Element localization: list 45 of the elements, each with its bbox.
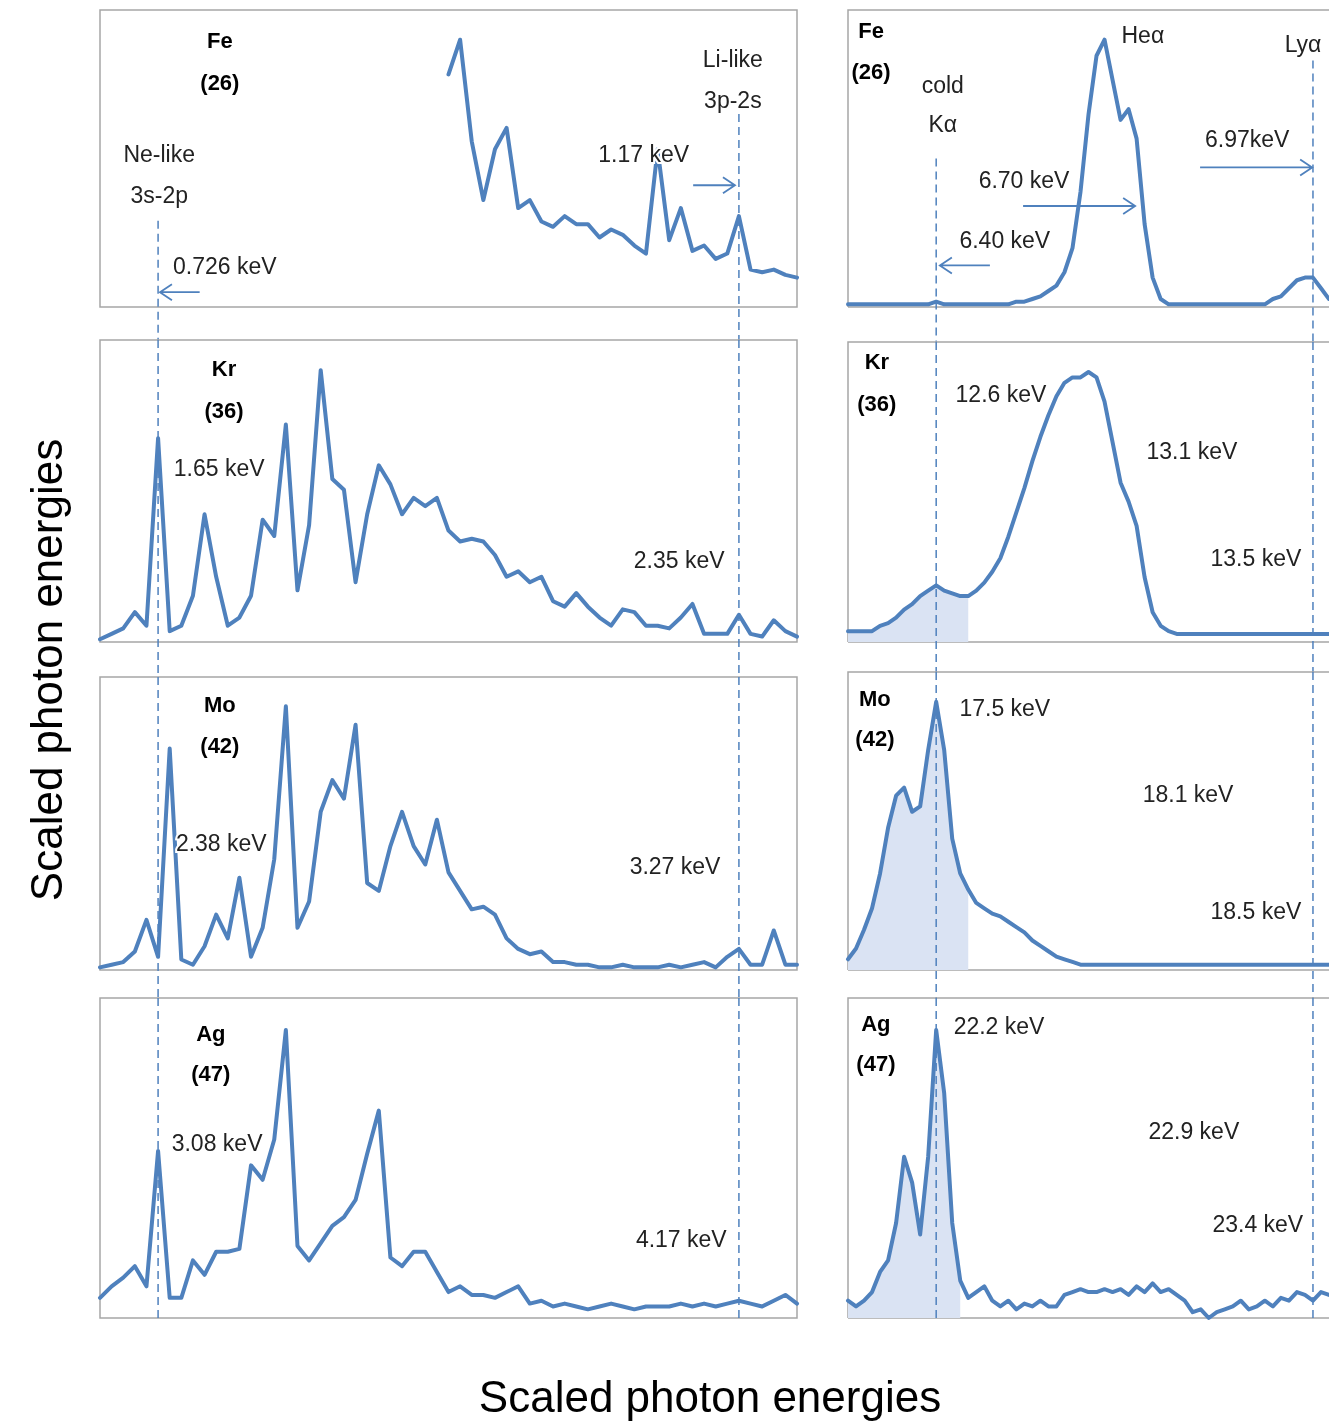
annotation: 6.97keV (1205, 125, 1291, 152)
annotation: 22.2 keV (953, 1013, 1046, 1040)
annotation: 23.4 keV (1212, 1210, 1304, 1237)
annotation: 12.6 keV (955, 381, 1048, 408)
text: (36) (204, 398, 244, 424)
annotation: cold (921, 72, 964, 99)
text: (26) (851, 59, 891, 85)
x-axis-title: Scaled photon energies (478, 1371, 942, 1421)
annotation: 1.65 keV (173, 454, 266, 481)
text: (42) (855, 726, 895, 752)
annotation: 22.9 keV (1148, 1118, 1240, 1145)
chart-title: Ag (861, 1010, 891, 1036)
annotation: 18.1 keV (1142, 781, 1235, 808)
annotation: Heα (1121, 21, 1165, 48)
chart-title: Fe (858, 18, 884, 44)
chart-title: Ag (196, 1020, 226, 1046)
annotation: Ne-like (123, 140, 196, 167)
chart-title: Mo (859, 686, 891, 712)
annotation: 13.5 keV (1210, 545, 1302, 572)
chart-title: Kr (211, 356, 237, 382)
text: (42) (200, 733, 240, 759)
chart-title: Mo (204, 692, 236, 718)
annotation: 2.38 keV (175, 829, 268, 856)
annotation: 4.17 keV (635, 1225, 728, 1252)
annotation: 0.726 keV (172, 253, 278, 280)
annotation: 6.40 keV (959, 226, 1051, 253)
annotation: Li-like (702, 45, 763, 72)
chart-title: Kr (864, 348, 890, 374)
text: (47) (191, 1060, 231, 1086)
text: (47) (856, 1051, 896, 1077)
chart-title: Fe (207, 28, 233, 54)
annotation: 17.5 keV (959, 695, 1051, 722)
annotation: 13.1 keV (1146, 438, 1238, 465)
text: (26) (200, 70, 240, 96)
annotation: Kα (928, 110, 958, 137)
annotation: 3.08 keV (171, 1130, 264, 1157)
annotation: 3s-2p (130, 182, 189, 209)
text: (36) (857, 390, 897, 416)
annotation: 3.27 keV (629, 853, 722, 880)
annotation: Lyα (1284, 30, 1322, 57)
annotation: 6.70 keV (978, 167, 1071, 194)
annotation: 3p-2s (704, 87, 762, 114)
annotation: 2.35 keV (633, 547, 726, 574)
y-axis-title: Scaled photon energies (21, 438, 71, 902)
annotation: 18.5 keV (1210, 898, 1302, 925)
